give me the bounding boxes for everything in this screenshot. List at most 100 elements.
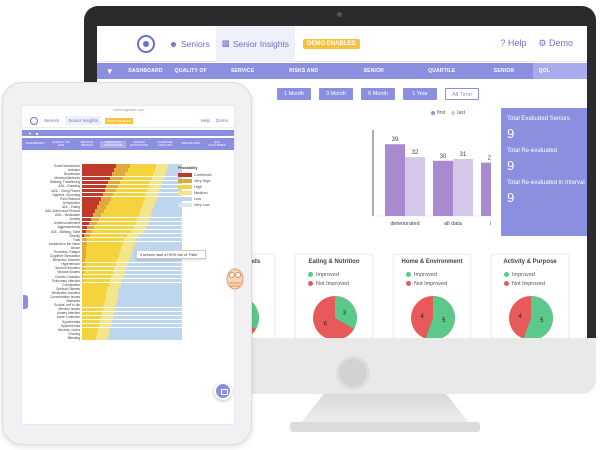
risk-bar-segment[interactable] (112, 315, 182, 320)
risk-bar-segment[interactable] (159, 188, 182, 193)
risk-bar-segment[interactable] (82, 278, 83, 283)
risk-bar-segment[interactable] (113, 192, 146, 197)
risk-bar-segment[interactable] (86, 246, 122, 250)
risk-bar-segment[interactable] (85, 229, 92, 234)
risk-bar-segment[interactable] (163, 176, 182, 181)
risk-bar-segment[interactable] (89, 233, 128, 238)
risk-bar-segment[interactable] (168, 164, 182, 168)
bar-first-1[interactable] (433, 160, 453, 216)
risk-bar-row[interactable] (82, 291, 182, 295)
filter-icon[interactable]: ▼ (105, 66, 114, 76)
tablet-tab-dashboard[interactable]: DASHBOARD (25, 141, 45, 146)
risk-bar-segment[interactable] (82, 291, 107, 295)
risk-bar-row[interactable] (82, 307, 182, 312)
risk-bar-segment[interactable] (82, 209, 96, 213)
tab-senior-situations[interactable]: SENIOR SITUATIONS (363, 68, 396, 90)
risk-bar-row[interactable] (82, 283, 182, 287)
risk-bar-segment[interactable] (82, 295, 106, 299)
risk-bar-segment[interactable] (82, 254, 86, 258)
bar-first-0[interactable] (385, 144, 405, 216)
risk-bar-segment[interactable] (141, 205, 154, 209)
risk-bar-segment[interactable] (148, 221, 182, 226)
period-6-month[interactable]: 6 Month (361, 88, 395, 100)
risk-bar-segment[interactable] (82, 270, 84, 275)
chat-button[interactable] (214, 382, 232, 400)
demo-menu[interactable]: ⚙ Demo (538, 38, 573, 49)
risk-bar-segment[interactable] (98, 323, 111, 328)
risk-bar-segment[interactable] (120, 283, 182, 287)
risk-bar-segment[interactable] (108, 336, 182, 340)
risk-bar-segment[interactable] (82, 217, 92, 222)
period-1-month[interactable]: 1 Month (277, 88, 311, 100)
risk-bar-segment[interactable] (108, 201, 144, 205)
risk-bar-segment[interactable] (82, 307, 103, 312)
tab-senior-map[interactable]: SENIOR MAP (493, 68, 515, 90)
risk-bar-segment[interactable] (114, 307, 182, 312)
pie-slice-improved[interactable] (335, 296, 357, 329)
risk-bar-segment[interactable] (103, 209, 141, 213)
risk-bar-segment[interactable] (99, 319, 112, 324)
risk-bar-segment[interactable] (111, 274, 124, 279)
risk-bar-segment[interactable] (108, 283, 121, 287)
risk-bar-row[interactable] (82, 262, 182, 267)
tablet-nav-senior-insights[interactable]: Senior Insights (65, 116, 102, 125)
risk-bar-segment[interactable] (156, 164, 168, 168)
risk-bar-segment[interactable] (118, 291, 182, 295)
tablet-demo-menu[interactable]: Demo (215, 118, 228, 123)
risk-bar-segment[interactable] (84, 266, 115, 271)
risk-bar-row[interactable] (82, 197, 182, 201)
risk-bar-segment[interactable] (82, 336, 96, 340)
risk-bar-segment[interactable] (101, 213, 139, 217)
risk-bar-segment[interactable] (127, 233, 140, 238)
risk-bar-segment[interactable] (82, 332, 97, 336)
tab-service-details[interactable]: SERVICE DETAILS (230, 68, 255, 90)
risk-bar-segment[interactable] (104, 299, 117, 303)
risk-bar-segment[interactable] (116, 164, 130, 168)
risk-bar-row[interactable] (82, 209, 182, 213)
risk-bar-segment[interactable] (152, 209, 182, 213)
risk-bar-segment[interactable] (82, 328, 98, 332)
risk-bar-segment[interactable] (102, 307, 115, 312)
risk-bar-segment[interactable] (94, 225, 134, 230)
risk-bar-row[interactable] (82, 213, 182, 217)
risk-bar-segment[interactable] (97, 328, 110, 332)
risk-bar-segment[interactable] (82, 283, 109, 287)
risk-bar-row[interactable] (82, 205, 182, 209)
risk-bar-segment[interactable] (136, 237, 182, 242)
risk-bar-segment[interactable] (137, 217, 150, 222)
risk-bar-segment[interactable] (82, 303, 104, 307)
risk-bar-segment[interactable] (82, 180, 109, 185)
bar-last-1[interactable] (453, 158, 473, 216)
tablet-tab-senior-situations[interactable]: SENIOR SITUATIONS (130, 139, 148, 147)
tab-quality-of-life[interactable]: QUALITY OF LIFE (174, 68, 207, 90)
risk-bar-segment[interactable] (101, 311, 114, 316)
risk-bar-segment[interactable] (156, 197, 182, 201)
nav-senior-insights[interactable]: ▩ Senior Insights (215, 26, 296, 62)
outcome-card[interactable]: Activity & Purpose Improved Not Improved 5 4 (491, 254, 569, 344)
risk-bar-row[interactable] (82, 168, 182, 172)
risk-bar-segment[interactable] (113, 311, 182, 316)
risk-bar-segment[interactable] (82, 164, 116, 168)
risk-bar-segment[interactable] (120, 180, 151, 185)
risk-bar-segment[interactable] (85, 254, 119, 258)
risk-bar-row[interactable] (82, 332, 182, 336)
risk-bar-segment[interactable] (111, 319, 182, 324)
risk-bar-segment[interactable] (148, 184, 161, 189)
risk-bar-row[interactable] (82, 278, 182, 283)
risk-bar-segment[interactable] (104, 188, 116, 193)
risk-bar-segment[interactable] (95, 209, 104, 213)
risk-bar-segment[interactable] (82, 278, 110, 283)
risk-bar-segment[interactable] (87, 237, 125, 242)
risk-bar-segment[interactable] (125, 172, 154, 176)
risk-bar-segment[interactable] (82, 311, 102, 316)
risk-bar-segment[interactable] (82, 225, 88, 230)
risk-bar-segment[interactable] (136, 221, 148, 226)
risk-bar-segment[interactable] (138, 213, 151, 217)
risk-bar-segment[interactable] (129, 258, 182, 262)
risk-bar-row[interactable] (82, 336, 182, 340)
app-logo-icon[interactable] (137, 34, 155, 53)
risk-bar-segment[interactable] (117, 258, 130, 262)
risk-bar-segment[interactable] (100, 315, 113, 320)
risk-bar-segment[interactable] (123, 274, 182, 279)
risk-bar-segment[interactable] (147, 188, 160, 193)
